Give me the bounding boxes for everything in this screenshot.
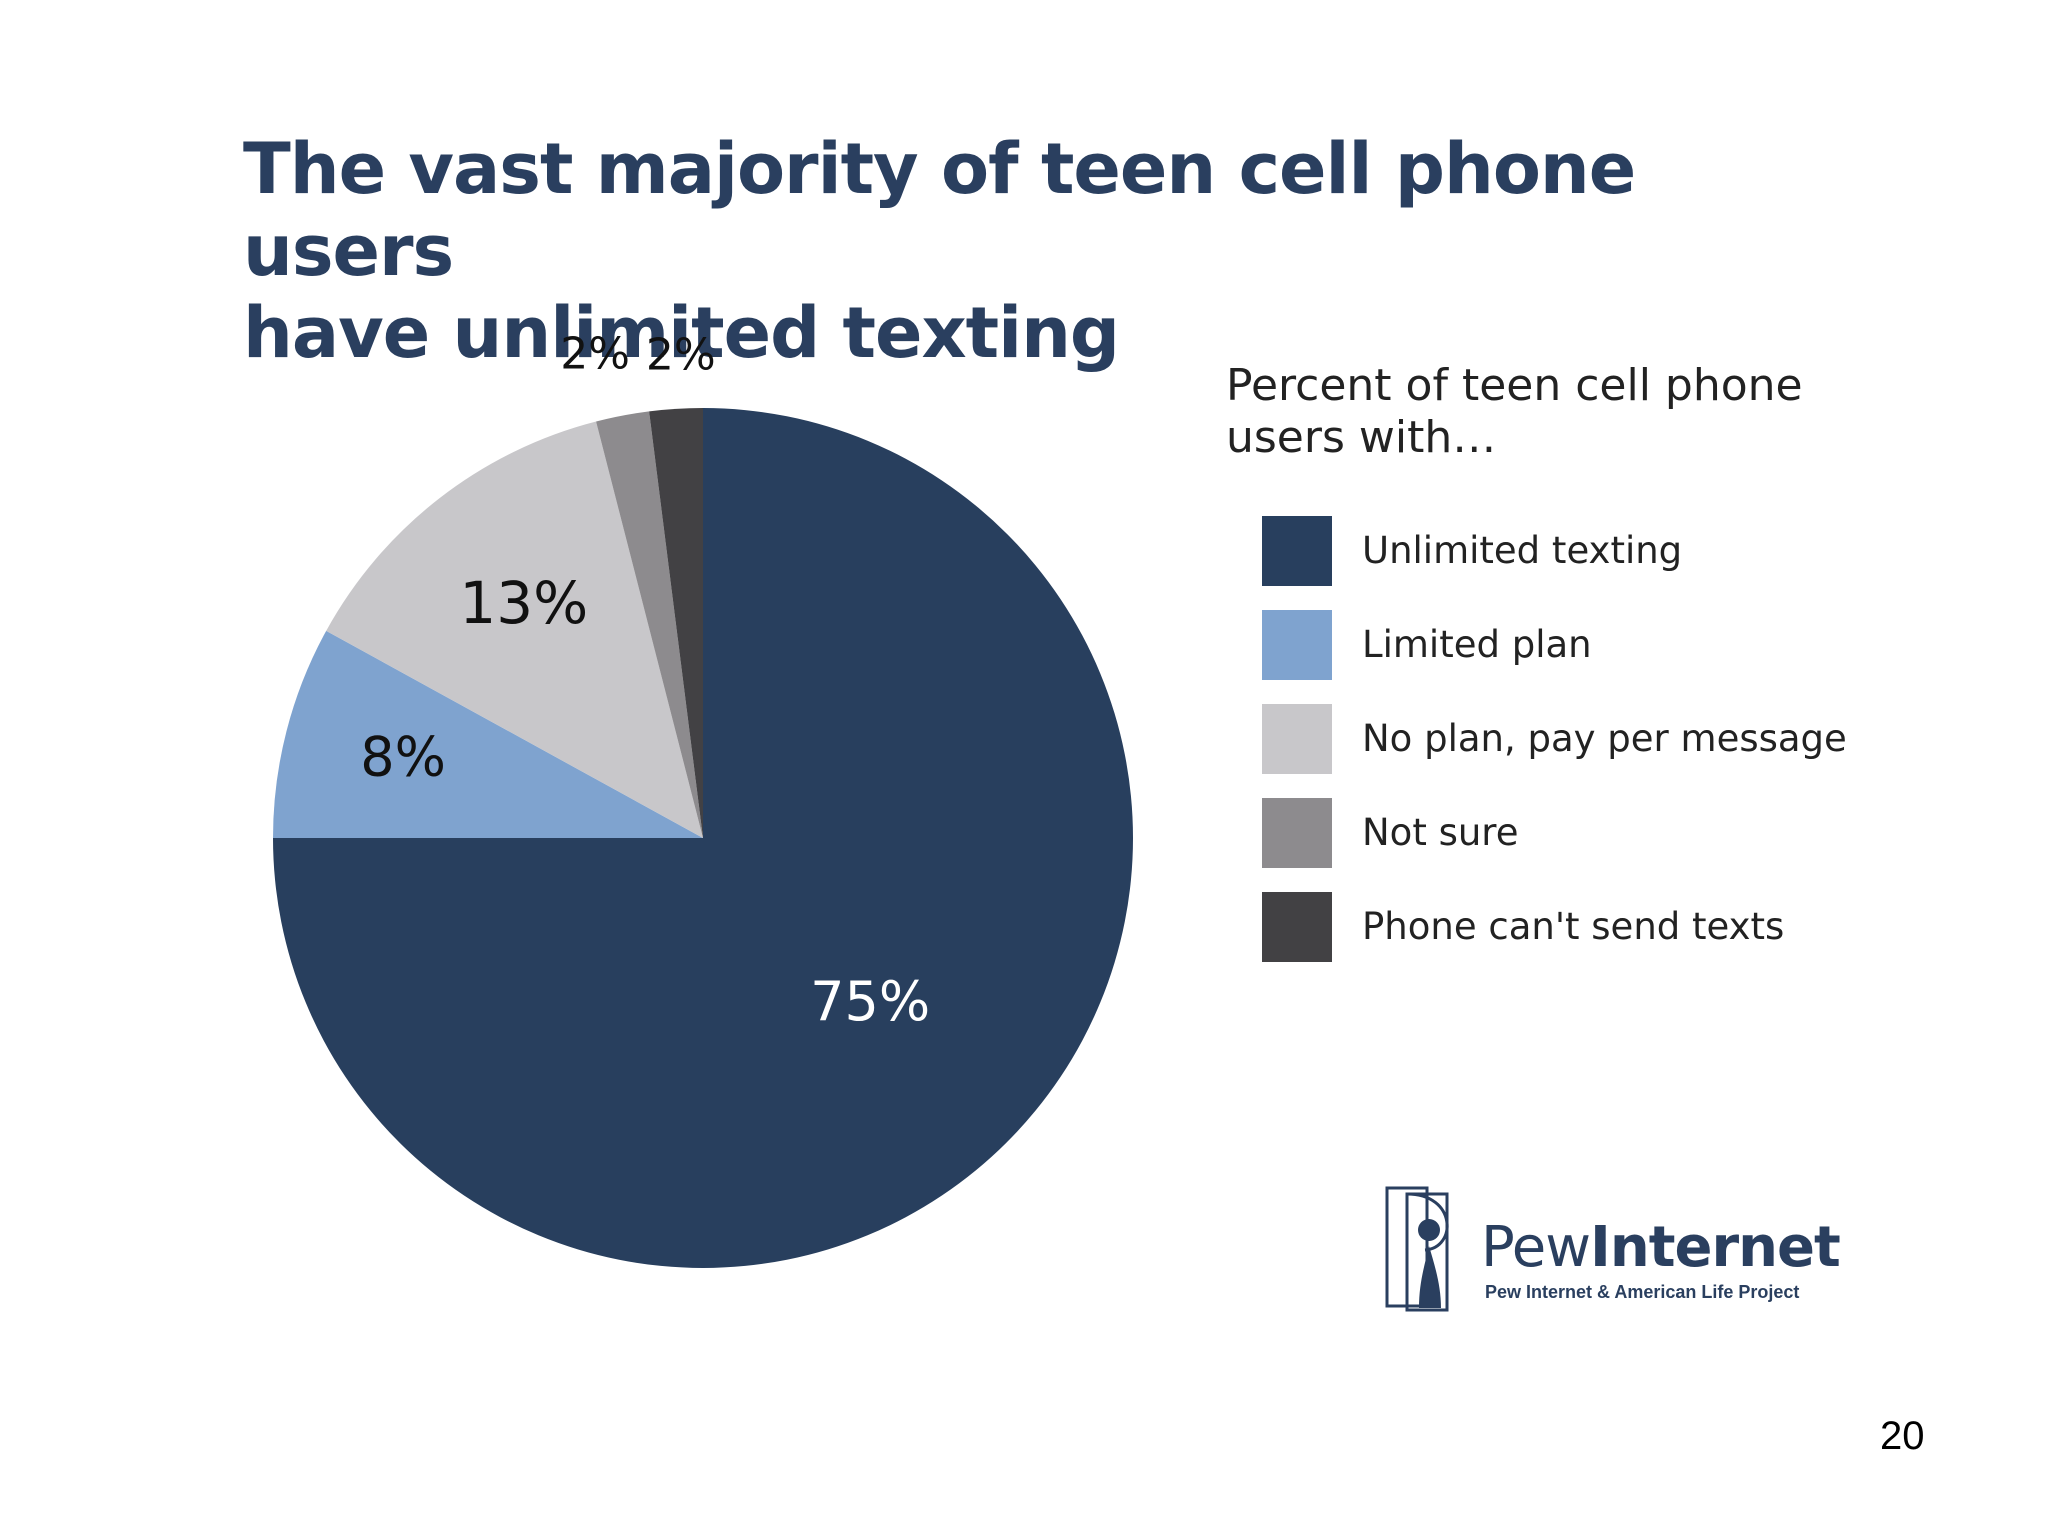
chart-title-line-1: The vast majority of teen cell phone use…	[243, 128, 1636, 292]
legend-swatch	[1262, 892, 1332, 962]
logo-brand-bold: Internet	[1590, 1215, 1841, 1280]
pie-slice-limited-plan	[273, 630, 703, 838]
legend: Unlimited texting Limited plan No plan, pa…	[1262, 516, 1847, 986]
pie-labels: 75% 8% 13% 2% 2%	[360, 329, 930, 1033]
pie-slices	[273, 408, 1133, 1268]
legend-item-unlimited-texting: Unlimited texting	[1262, 516, 1847, 610]
logo-brand-light: Pew	[1481, 1215, 1591, 1280]
legend-swatch	[1262, 798, 1332, 868]
pie-label-unlimited-texting: 75%	[810, 970, 930, 1033]
pie-label-no-plan-pay-per-message: 13%	[459, 569, 588, 637]
pie-slice-no-plan-pay-per-message	[326, 421, 703, 838]
pie-slice-phone-can-t-send-texts	[649, 408, 703, 838]
legend-swatch	[1262, 704, 1332, 774]
legend-item-limited-plan: Limited plan	[1262, 610, 1847, 704]
page-number: 20	[1880, 1414, 1925, 1458]
legend-label: Limited plan	[1362, 623, 1592, 666]
legend-swatch	[1262, 610, 1332, 680]
legend-label: No plan, pay per message	[1362, 717, 1847, 760]
chart-title: The vast majority of teen cell phone use…	[243, 128, 1843, 374]
pew-logo-mark-icon	[1385, 1186, 1449, 1312]
chart-title-line-2: have unlimited texting	[243, 292, 1120, 374]
legend-label: Phone can't send texts	[1362, 905, 1785, 948]
legend-title: Percent of teen cell phone users with…	[1226, 360, 1803, 463]
pie-label-not-sure: 2%	[560, 329, 630, 380]
pie-label-limited-plan: 8%	[360, 726, 446, 789]
pew-internet-logo: PewInternet Pew Internet & American Life…	[1385, 1186, 1845, 1316]
legend-item-no-plan-pay-per-message: No plan, pay per message	[1262, 704, 1847, 798]
legend-label: Unlimited texting	[1362, 529, 1683, 572]
legend-swatch	[1262, 516, 1332, 586]
logo-brand: PewInternet	[1481, 1215, 1841, 1280]
legend-item-not-sure: Not sure	[1262, 798, 1847, 892]
legend-label: Not sure	[1362, 811, 1519, 854]
legend-item-phone-can-t-send-texts: Phone can't send texts	[1262, 892, 1847, 986]
logo-tagline: Pew Internet & American Life Project	[1485, 1282, 1800, 1302]
pie-slice-not-sure	[596, 411, 703, 838]
pie-label-phone-can-t-send-texts: 2%	[646, 329, 716, 380]
